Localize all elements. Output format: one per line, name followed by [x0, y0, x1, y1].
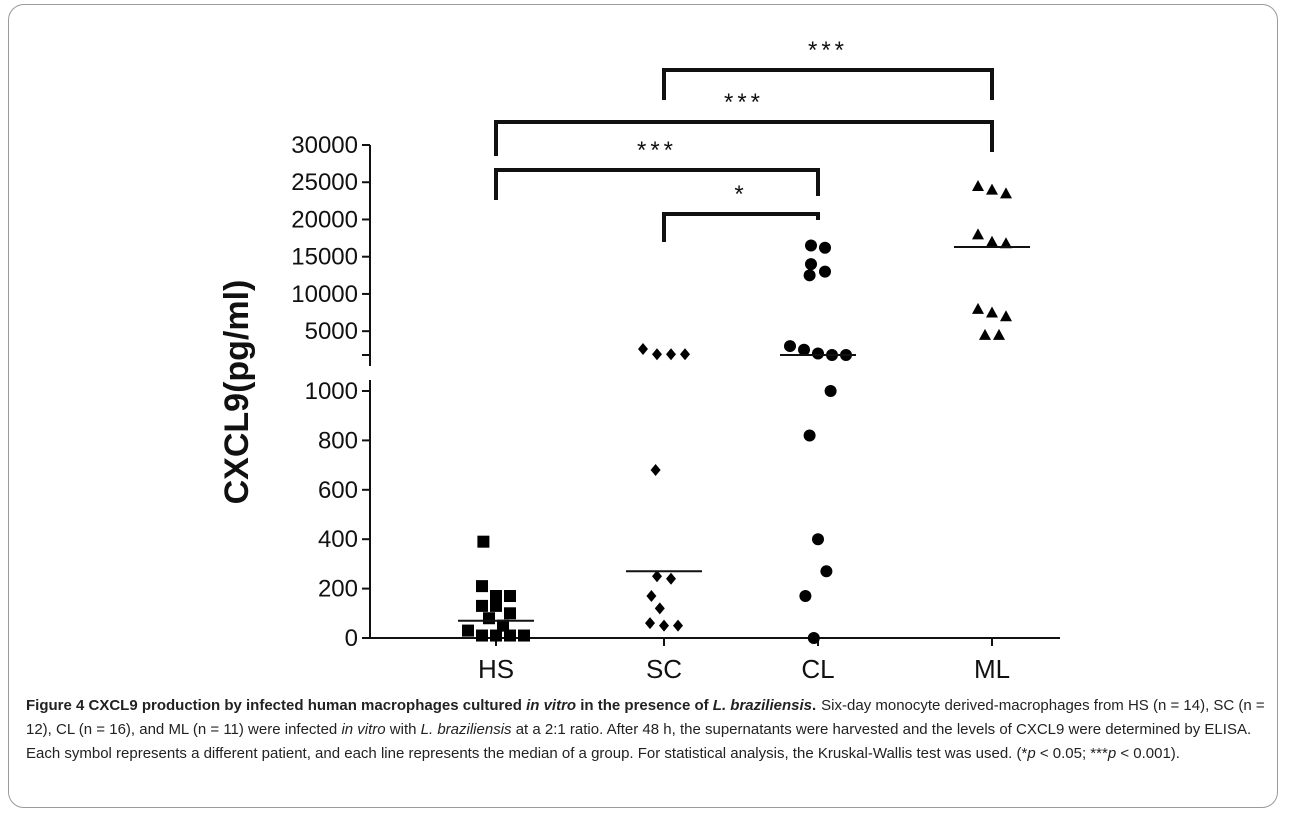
- point-sc-5: [652, 570, 662, 583]
- y-tick-15000-label: 15000: [291, 244, 358, 271]
- point-sc-6: [666, 572, 676, 585]
- point-cl-6: [798, 343, 810, 356]
- point-cl-3: [819, 265, 831, 278]
- y-tick-10000-label: 10000: [291, 281, 358, 308]
- point-sc-1: [652, 348, 662, 361]
- point-hs-4: [476, 599, 488, 612]
- point-sc-8: [654, 602, 665, 615]
- significance-label-2: ***: [724, 89, 764, 116]
- caption-title: Figure 4 CXCL9 production by infected hu…: [26, 697, 817, 714]
- x-label-cl: CL: [801, 654, 834, 684]
- y-tick-1000-label: 1000: [305, 378, 358, 405]
- significance-label-4: *: [734, 181, 747, 208]
- point-cl-5: [784, 340, 796, 353]
- point-hs-10: [476, 629, 488, 642]
- y-tick-600-label: 600: [318, 477, 358, 504]
- point-sc-7: [646, 590, 657, 603]
- point-hs-8: [497, 619, 509, 632]
- x-label-ml: ML: [974, 654, 1010, 684]
- x-label-sc: SC: [646, 654, 682, 684]
- point-hs-9: [462, 624, 474, 637]
- point-hs-12: [504, 629, 516, 642]
- point-ml-1: [986, 183, 998, 195]
- point-cl-14: [799, 590, 812, 603]
- point-ml-5: [1000, 237, 1012, 249]
- point-ml-10: [993, 328, 1005, 340]
- point-sc-10: [659, 619, 669, 632]
- y-tick-800-label: 800: [318, 427, 358, 454]
- point-ml-2: [1000, 187, 1012, 199]
- point-sc-9: [645, 617, 655, 630]
- caption-body: Six-day monocyte derived-macrophages fro…: [26, 697, 1265, 762]
- y-tick-25000-label: 25000: [291, 169, 358, 196]
- y-tick-400-label: 400: [318, 526, 358, 553]
- point-ml-9: [979, 328, 991, 340]
- point-hs-5: [490, 599, 502, 612]
- point-hs-11: [490, 629, 502, 642]
- point-hs-0: [477, 535, 490, 548]
- point-cl-10: [824, 385, 837, 397]
- y-tick-30000-label: 30000: [291, 132, 358, 159]
- point-cl-4: [803, 269, 816, 282]
- point-ml-8: [1000, 310, 1012, 322]
- y-axis-label: CXCL9(pg/ml): [218, 280, 256, 505]
- point-sc-4: [650, 464, 661, 477]
- y-tick-5000-label: 5000: [305, 318, 358, 345]
- point-ml-4: [986, 235, 998, 247]
- point-sc-3: [680, 348, 690, 361]
- point-hs-7: [483, 612, 495, 625]
- significance-bracket-3: [494, 168, 820, 200]
- point-cl-0: [805, 239, 817, 252]
- point-cl-15: [807, 632, 820, 644]
- y-tick-0-label: 0: [345, 625, 358, 652]
- point-sc-0: [638, 343, 648, 356]
- significance-bracket-4: [662, 212, 820, 242]
- point-sc-2: [666, 348, 676, 361]
- point-ml-0: [972, 179, 984, 191]
- significance-label-3: ***: [637, 137, 677, 164]
- y-tick-200-label: 200: [318, 576, 358, 603]
- point-ml-3: [972, 228, 984, 240]
- point-cl-11: [803, 429, 816, 442]
- figure-caption: Figure 4 CXCL9 production by infected hu…: [26, 694, 1266, 766]
- y-tick-20000-label: 20000: [291, 206, 358, 233]
- point-cl-2: [805, 258, 817, 271]
- significance-bracket-1: [662, 68, 994, 100]
- point-hs-3: [504, 590, 516, 603]
- point-hs-6: [504, 607, 516, 620]
- point-cl-1: [819, 241, 831, 254]
- point-hs-1: [476, 580, 488, 593]
- point-sc-11: [673, 619, 683, 632]
- chart: 0 200 400 600 800 1000 5000 10000 15000 20000 2500…: [218, 37, 1060, 684]
- figure-frame: [8, 4, 1278, 808]
- significance-label-1: ***: [808, 37, 848, 64]
- point-hs-2: [490, 590, 502, 603]
- point-hs-13: [518, 629, 530, 642]
- significance-bracket-2: [494, 120, 994, 156]
- point-ml-7: [986, 306, 998, 318]
- point-cl-13: [820, 565, 833, 578]
- point-ml-6: [972, 302, 984, 314]
- x-label-hs: HS: [478, 654, 514, 684]
- point-cl-7: [812, 347, 824, 360]
- point-cl-12: [812, 533, 824, 546]
